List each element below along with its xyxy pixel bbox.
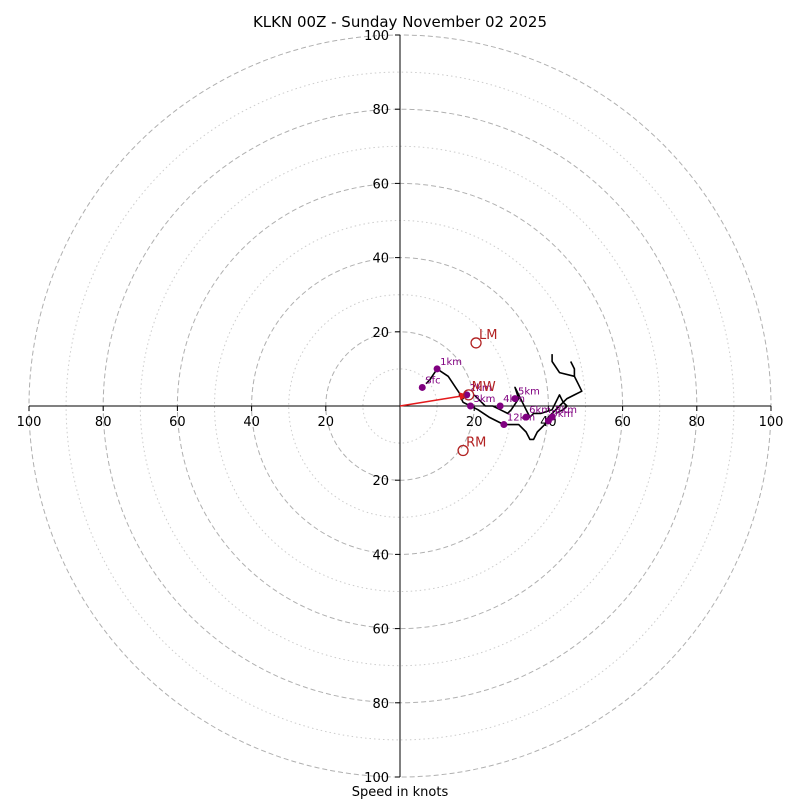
height-marker-label: 12km xyxy=(507,413,535,424)
hodograph-trace-lower xyxy=(425,368,565,441)
x-tick-label: 60 xyxy=(614,415,631,430)
height-marker-label: 9km xyxy=(551,409,573,420)
height-marker-point xyxy=(466,402,474,410)
height-marker-point xyxy=(500,421,508,429)
y-tick-label: 100 xyxy=(364,771,389,786)
height-marker-label: 5km xyxy=(518,387,540,398)
height-marker-label: 8km xyxy=(555,405,577,416)
height-marker-point xyxy=(496,402,504,410)
y-tick-label: 100 xyxy=(364,29,389,44)
height-marker-label: 3km xyxy=(473,394,495,405)
storm-motion-label: LM xyxy=(479,328,497,343)
y-tick-label: 60 xyxy=(372,623,389,638)
mean-wind-arrow-shaft xyxy=(399,394,469,407)
x-tick-label: 80 xyxy=(689,415,706,430)
height-marker-point xyxy=(418,383,426,391)
storm-motion-rm xyxy=(457,444,469,457)
y-tick-label: 60 xyxy=(372,177,389,192)
storm-motion-mw xyxy=(462,389,475,401)
x-axis-label: Speed in knots xyxy=(352,785,449,800)
x-tick-label: 100 xyxy=(17,415,42,430)
height-markers: Sfc1km2km3km4km5km6km12km8km9km xyxy=(418,357,577,429)
x-tick-label: 100 xyxy=(759,415,784,430)
storm-motion-markers: LM MW RM xyxy=(457,328,498,457)
x-tick-label: 60 xyxy=(169,415,186,430)
y-tick-label: 40 xyxy=(372,548,389,563)
x-tick-label: 80 xyxy=(95,415,112,430)
height-marker-point xyxy=(511,395,519,403)
chart-title: KLKN 00Z - Sunday November 02 2025 xyxy=(253,13,547,31)
hodograph-trace-upper xyxy=(551,354,583,415)
storm-motion-lm xyxy=(470,337,482,349)
mean-wind-arrow xyxy=(399,392,469,407)
x-tick-label: 40 xyxy=(243,415,260,430)
height-marker-label: 6km xyxy=(529,405,551,416)
hodograph-traces xyxy=(425,354,583,441)
height-marker-label: 1km xyxy=(440,357,462,368)
axis-ticks: 1008060402020406080100100806040202040608… xyxy=(17,29,784,786)
height-marker-label: Sfc xyxy=(425,375,440,386)
height-marker-point xyxy=(463,391,471,399)
x-tick-label: 20 xyxy=(318,415,335,430)
y-tick-label: 20 xyxy=(372,326,389,341)
y-tick-label: 40 xyxy=(372,252,389,267)
height-marker-label: 2km xyxy=(470,383,492,394)
storm-motion-label: RM xyxy=(466,436,486,451)
hodograph-trace-upper-branch xyxy=(569,361,576,377)
y-tick-label: 80 xyxy=(372,697,389,712)
x-tick-label: 20 xyxy=(466,415,483,430)
height-marker-point xyxy=(433,365,441,373)
y-tick-label: 80 xyxy=(372,103,389,118)
y-tick-label: 20 xyxy=(372,474,389,489)
height-marker-point xyxy=(522,413,530,421)
storm-motion-label: MW xyxy=(472,380,496,395)
height-marker-point xyxy=(544,417,552,425)
